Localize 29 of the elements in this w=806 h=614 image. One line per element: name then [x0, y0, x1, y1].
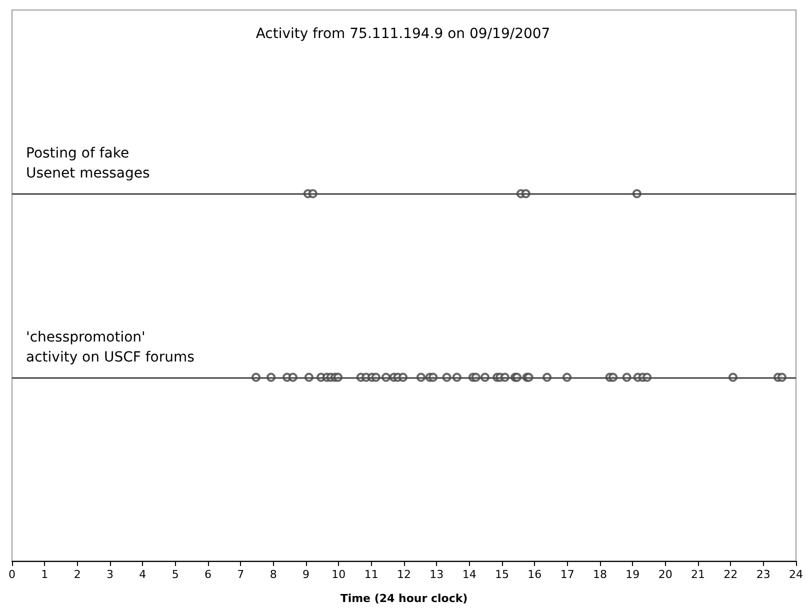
- x-tick-label: 14: [462, 568, 476, 581]
- x-tick-label: 11: [364, 568, 378, 581]
- text: Activity from 75.111.194.9 on 09/19/2007: [256, 26, 550, 42]
- x-tick-label: 12: [397, 568, 411, 581]
- x-tick-label: 9: [302, 568, 310, 581]
- x-tick-label: 16: [528, 568, 542, 581]
- x-tick-label: 5: [172, 568, 179, 581]
- x-tick-label: 20: [658, 568, 672, 581]
- x-tick-label: 6: [204, 568, 212, 581]
- x-tick-label: 4: [139, 568, 146, 581]
- x-tick-label: 22: [724, 568, 738, 581]
- x-axis-title: Time (24 hour clock): [340, 592, 468, 605]
- x-tick-label: 8: [270, 568, 277, 581]
- y-tick-label: 'chesspromotion' activity on USCF forums: [26, 329, 194, 366]
- x-tick-label: 1: [41, 568, 48, 581]
- x-tick-label: 19: [626, 568, 640, 581]
- x-tick-label: 18: [593, 568, 607, 581]
- x-tick-label: 15: [495, 568, 509, 581]
- x-tick-label: 0: [8, 568, 16, 581]
- x-tick-label: 3: [106, 568, 114, 581]
- x-tick-label: 7: [237, 568, 244, 581]
- x-tick-label: 24: [789, 568, 803, 581]
- x-tick-label: 23: [756, 568, 770, 581]
- y-tick-label: Posting of fake Usenet messages: [26, 146, 150, 182]
- x-tick-label: 10: [332, 568, 346, 581]
- x-tick-label: 13: [430, 568, 444, 581]
- x-tick-label: 2: [74, 568, 81, 581]
- x-tick-label: 17: [560, 568, 574, 581]
- x-tick-label: 21: [691, 568, 705, 581]
